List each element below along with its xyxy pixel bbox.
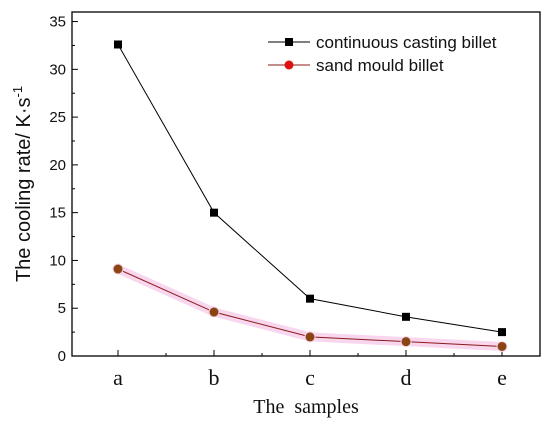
sand-data-point (209, 307, 219, 317)
sand-data-point (401, 337, 411, 347)
y-axis-title: The cooling rate/ K·s-1 (10, 86, 35, 282)
x-tick-label: d (401, 365, 412, 390)
y-axis-title-main: The cooling rate/ K·s (13, 98, 35, 283)
y-axis-ticks: 0 5 10 15 20 25 30 35 (49, 14, 78, 365)
y-tick-label: 5 (58, 300, 66, 317)
legend-label-continuous: continuous casting billet (316, 33, 497, 52)
y-tick-label: 15 (49, 205, 66, 222)
continuous-data-point (306, 294, 314, 303)
legend: continuous casting billet sand mould bil… (268, 33, 497, 75)
y-tick-label: 20 (49, 157, 66, 174)
sand-data-point (497, 341, 507, 351)
legend-marker-continuous (285, 38, 293, 46)
x-tick-label: e (497, 365, 507, 390)
sand-data-point (305, 332, 315, 342)
sand-data-point (113, 264, 123, 274)
legend-marker-sand (284, 60, 294, 70)
y-axis-title-superscript: -1 (10, 86, 25, 98)
continuous-data-point (210, 208, 218, 217)
x-axis-ticks: a b c d e (113, 350, 507, 390)
y-tick-label: 0 (58, 348, 66, 365)
continuous-data-point (114, 40, 122, 49)
x-axis-title: The samples (253, 396, 359, 418)
plot-frame (71, 11, 541, 357)
x-tick-label: b (209, 365, 220, 390)
continuous-data-point (498, 328, 506, 337)
x-tick-label: c (305, 365, 315, 390)
continuous-data-point (402, 312, 410, 321)
legend-label-sand: sand mould billet (316, 56, 444, 75)
x-tick-label: a (113, 365, 123, 390)
y-tick-label: 35 (49, 14, 66, 31)
continuous-series-line (117, 44, 503, 333)
y-tick-label: 10 (49, 252, 66, 269)
y-tick-label: 30 (49, 61, 66, 78)
y-tick-label: 25 (49, 109, 66, 126)
series-layer (112, 40, 508, 352)
